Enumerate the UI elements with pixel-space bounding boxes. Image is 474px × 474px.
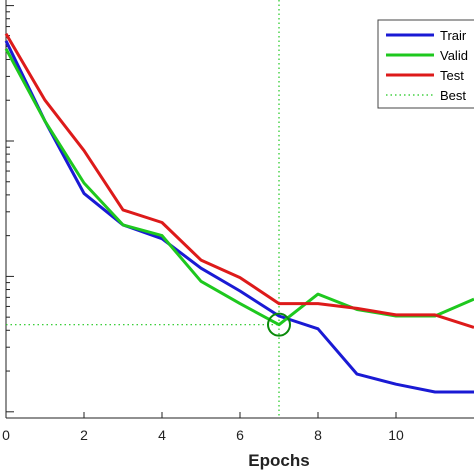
legend: Trair Valid Test Best	[377, 19, 474, 109]
x-tick-label: 8	[314, 427, 322, 443]
series-line-train	[4, 40, 474, 394]
x-tick-label: 10	[388, 427, 404, 443]
legend-label: Test	[440, 68, 464, 83]
best-marker	[267, 312, 291, 337]
x-axis-title: Epochs	[248, 451, 309, 470]
legend-label: Valid	[440, 48, 468, 63]
legend-label: Best	[440, 88, 466, 103]
best-marker-lines	[6, 0, 280, 418]
x-tick-label: 4	[158, 427, 166, 443]
legend-label: Trair	[440, 28, 467, 43]
x-tick-label: 2	[80, 427, 88, 443]
x-tick-label: 0	[2, 427, 10, 443]
series-lines	[4, 32, 474, 394]
x-axis-ticks: 0 2 4 6 8 10	[2, 412, 404, 443]
best-circle	[267, 312, 291, 337]
x-tick-label: 6	[236, 427, 244, 443]
series-line-test	[4, 32, 474, 329]
